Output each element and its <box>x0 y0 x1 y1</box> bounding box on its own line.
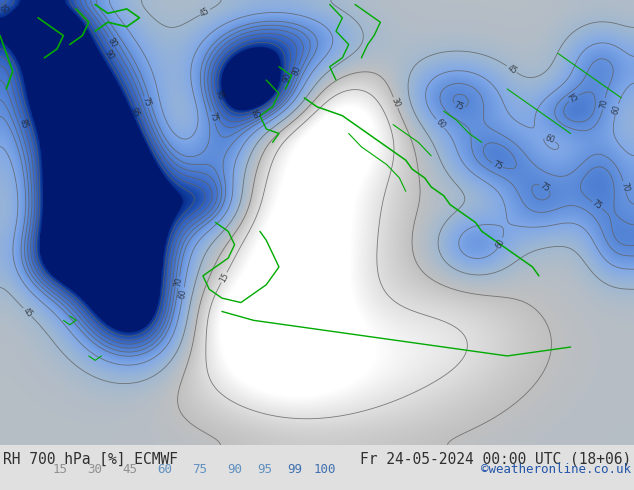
Text: 60: 60 <box>178 288 188 299</box>
Text: 100: 100 <box>314 463 336 476</box>
Text: RH 700 hPa [%] ECMWF: RH 700 hPa [%] ECMWF <box>3 452 178 467</box>
Text: 60: 60 <box>495 237 507 249</box>
Text: 60: 60 <box>611 103 623 115</box>
Text: 75: 75 <box>207 111 219 123</box>
Text: 95: 95 <box>129 106 141 119</box>
Text: 60: 60 <box>544 133 556 145</box>
Text: 90: 90 <box>103 48 116 61</box>
Text: 15: 15 <box>218 271 230 284</box>
Text: 99: 99 <box>287 463 302 476</box>
Text: 75: 75 <box>140 96 152 108</box>
Text: 95: 95 <box>0 3 13 16</box>
Text: 85: 85 <box>17 118 29 130</box>
Text: 80: 80 <box>291 64 302 76</box>
Text: 45: 45 <box>122 463 138 476</box>
Text: 90: 90 <box>281 72 293 84</box>
Text: 75: 75 <box>193 463 207 476</box>
Text: 60: 60 <box>434 117 447 130</box>
Text: 45: 45 <box>198 6 211 19</box>
Text: 70: 70 <box>174 277 184 288</box>
Text: 30: 30 <box>389 97 401 109</box>
Text: 75: 75 <box>453 101 465 113</box>
Text: 45: 45 <box>505 63 518 75</box>
Text: 70: 70 <box>598 98 609 109</box>
Text: Fr 24-05-2024 00:00 UTC (18+06): Fr 24-05-2024 00:00 UTC (18+06) <box>359 452 631 467</box>
Text: 95: 95 <box>214 89 226 101</box>
Text: 75: 75 <box>590 198 604 212</box>
Text: 70: 70 <box>619 181 630 193</box>
Text: 45: 45 <box>21 306 34 319</box>
Text: 75: 75 <box>567 92 580 104</box>
Text: 80: 80 <box>106 36 119 49</box>
Text: 85: 85 <box>251 109 264 121</box>
Text: ©weatheronline.co.uk: ©weatheronline.co.uk <box>481 463 631 476</box>
Text: 75: 75 <box>491 159 503 171</box>
Text: 30: 30 <box>87 463 103 476</box>
Text: 95: 95 <box>257 463 273 476</box>
Text: 90: 90 <box>228 463 242 476</box>
Text: 75: 75 <box>538 181 552 194</box>
Text: 60: 60 <box>157 463 172 476</box>
Text: 15: 15 <box>53 463 67 476</box>
